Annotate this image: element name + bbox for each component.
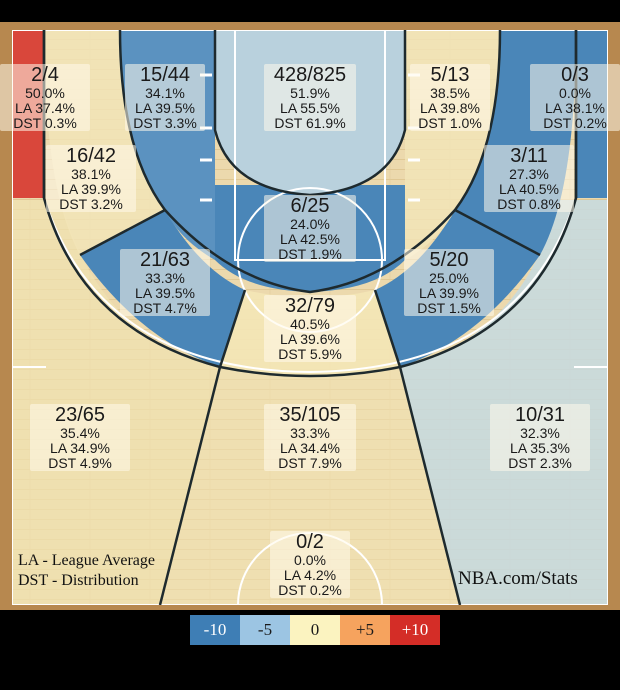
zone-label-left-baseline-mid: 16/42 38.1% LA 39.9% DST 3.2% xyxy=(46,145,136,212)
top-bar xyxy=(0,0,620,22)
zone-dst: DST 1.9% xyxy=(278,246,342,262)
zone-la: LA 34.4% xyxy=(280,440,340,456)
zone-dst: DST 1.5% xyxy=(417,300,481,316)
zone-label-right-baseline-mid: 3/11 27.3% LA 40.5% DST 0.8% xyxy=(484,145,574,212)
zone-right-above-break-3 xyxy=(400,200,608,605)
zone-label-paint: 6/25 24.0% LA 42.5% DST 1.9% xyxy=(264,195,356,262)
zone-label-right-wing-3: 5/13 38.5% LA 39.8% DST 1.0% xyxy=(410,64,490,131)
zone-pct: 38.5% xyxy=(430,85,470,101)
zone-la: LA 39.9% xyxy=(419,285,479,301)
zone-frac: 21/63 xyxy=(139,249,191,271)
zone-la: LA 39.6% xyxy=(280,331,340,347)
zone-la: LA 39.5% xyxy=(135,285,195,301)
zone-pct: 51.9% xyxy=(290,85,330,101)
league-average-note: LA - League Average xyxy=(18,552,155,569)
zone-dst: DST 5.9% xyxy=(278,346,342,362)
zone-frac: 0/3 xyxy=(561,64,589,86)
zone-pct: 0.0% xyxy=(559,85,591,101)
zone-dst: DST 0.3% xyxy=(13,115,77,131)
zone-frac: 428/825 xyxy=(273,64,347,86)
zone-pct: 0.0% xyxy=(294,552,326,568)
distribution-note: DST - Distribution xyxy=(18,572,139,589)
zone-label-right-above-break-3: 10/31 32.3% LA 35.3% DST 2.3% xyxy=(490,404,590,471)
zone-frac: 16/42 xyxy=(65,145,117,167)
zone-dst: DST 3.2% xyxy=(59,196,123,212)
zone-la: LA 42.5% xyxy=(280,231,340,247)
zone-la: LA 38.1% xyxy=(545,100,605,116)
zone-label-left-elbow-mid: 21/63 33.3% LA 39.5% DST 4.7% xyxy=(120,249,210,316)
zone-pct: 38.1% xyxy=(71,166,111,182)
zone-dst: DST 61.9% xyxy=(274,115,346,131)
nba-stats-brand: NBA.com/Stats xyxy=(458,568,578,589)
zone-pct: 35.4% xyxy=(60,425,100,441)
zone-top-above-break-3 xyxy=(160,367,460,605)
zone-dst: DST 0.2% xyxy=(278,582,342,598)
zone-la: LA 35.3% xyxy=(510,440,570,456)
zone-dst: DST 4.7% xyxy=(133,300,197,316)
zone-pct: 24.0% xyxy=(290,216,330,232)
zone-frac: 35/105 xyxy=(279,404,341,426)
zone-dst: DST 3.3% xyxy=(133,115,197,131)
zone-la: LA 55.5% xyxy=(280,100,340,116)
zone-frac: 5/20 xyxy=(429,249,469,271)
zone-frac: 32/79 xyxy=(284,295,336,317)
zone-frac: 23/65 xyxy=(54,404,106,426)
zone-dst: DST 4.9% xyxy=(48,455,112,471)
zone-pct: 33.3% xyxy=(290,425,330,441)
zone-dst: DST 1.0% xyxy=(418,115,482,131)
legend-key-plus-10: +10 xyxy=(390,615,440,645)
legend-key-zero: 0 xyxy=(290,615,340,645)
zone-label-top-above-break-3: 35/105 33.3% LA 34.4% DST 7.9% xyxy=(264,404,356,471)
zone-la: LA 37.4% xyxy=(15,100,75,116)
zone-la: LA 34.9% xyxy=(50,440,110,456)
zone-pct: 25.0% xyxy=(429,270,469,286)
zone-pct: 27.3% xyxy=(509,166,549,182)
zone-la: LA 39.5% xyxy=(135,100,195,116)
zone-label-left-wing-3: 15/44 34.1% LA 39.5% DST 3.3% xyxy=(125,64,205,131)
zone-label-backcourt: 0/2 0.0% LA 4.2% DST 0.2% xyxy=(270,531,350,598)
zone-label-left-above-break-3: 23/65 35.4% LA 34.9% DST 4.9% xyxy=(30,404,130,471)
zone-label-left-corner-3: 2/4 50.0% LA 37.4% DST 0.3% xyxy=(0,64,90,131)
zone-label-right-elbow-mid: 5/20 25.0% LA 39.9% DST 1.5% xyxy=(404,249,494,316)
zone-pct: 50.0% xyxy=(25,85,65,101)
zone-label-top-key-mid: 32/79 40.5% LA 39.6% DST 5.9% xyxy=(264,295,356,362)
zone-dst: DST 7.9% xyxy=(278,455,342,471)
zone-la: LA 39.9% xyxy=(61,181,121,197)
zone-frac: 5/13 xyxy=(430,64,470,86)
zone-pct: 40.5% xyxy=(290,316,330,332)
zone-label-restricted-area: 428/825 51.9% LA 55.5% DST 61.9% xyxy=(264,64,356,131)
zone-la: LA 4.2% xyxy=(283,567,337,583)
zone-frac: 6/25 xyxy=(290,195,330,217)
zone-frac: 15/44 xyxy=(139,64,191,86)
zone-boundaries xyxy=(42,30,578,605)
zone-label-right-corner-3: 0/3 0.0% LA 38.1% DST 0.2% xyxy=(530,64,620,131)
zone-la: LA 40.5% xyxy=(499,181,559,197)
zone-frac: 10/31 xyxy=(514,404,566,426)
legend-key-plus-5: +5 xyxy=(340,615,390,645)
color-legend: -10 -5 0 +5 +10 xyxy=(190,615,440,645)
legend-key-minus-10: -10 xyxy=(190,615,240,645)
zone-pct: 34.1% xyxy=(145,85,185,101)
zone-frac: 0/2 xyxy=(296,531,324,553)
zone-dst: DST 0.2% xyxy=(543,115,607,131)
legend-key-minus-5: -5 xyxy=(240,615,290,645)
zone-dst: DST 0.8% xyxy=(497,196,561,212)
zone-la: LA 39.8% xyxy=(420,100,480,116)
zone-frac: 3/11 xyxy=(510,145,548,167)
zone-pct: 33.3% xyxy=(145,270,185,286)
zone-pct: 32.3% xyxy=(520,425,560,441)
zone-left-above-break-3 xyxy=(12,200,220,605)
zone-frac: 2/4 xyxy=(31,64,59,86)
zone-dst: DST 2.3% xyxy=(508,455,572,471)
